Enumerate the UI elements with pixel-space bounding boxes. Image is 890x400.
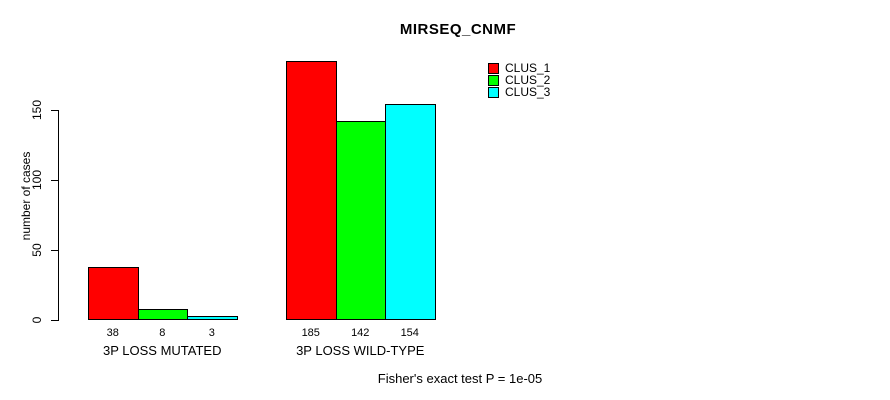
y-tick-label: 150 [30,99,44,121]
x-group-label: 3P LOSS MUTATED [103,343,222,358]
legend-label: CLUS_1 [505,61,551,75]
bar-clus_2-group2 [335,121,386,320]
footer-note: Fisher's exact test P = 1e-05 [377,371,543,386]
bar-clus_2-group1 [137,308,188,320]
chart-title: MIRSEQ_CNMF [399,21,517,38]
legend-swatch [488,74,499,86]
bar-clus_3-group1 [187,315,238,320]
bar-value-label: 185 [301,327,320,339]
legend-label: CLUS_2 [505,73,551,87]
bar-value-label: 142 [351,327,370,339]
legend-item-clus_3: CLUS_3 [488,86,550,98]
y-tick-label: 50 [30,243,44,257]
x-group-label: 3P LOSS WILD-TYPE [296,343,425,358]
bar-clus_1-group2 [286,61,337,320]
legend: CLUS_1 CLUS_2 CLUS_3 [488,62,550,98]
bar-clus_3-group2 [385,104,436,320]
y-tick-mark [51,110,58,111]
bar-value-label: 38 [106,327,119,339]
y-axis-line [58,110,59,321]
bar-value-label: 3 [208,327,215,339]
legend-swatch [488,86,499,98]
y-tick-mark [51,320,58,321]
y-tick-mark [51,180,58,181]
legend-item-clus_2: CLUS_2 [488,74,550,86]
bar-clus_1-group1 [88,266,139,320]
legend-label: CLUS_3 [505,85,551,99]
y-tick-mark [51,250,58,251]
bar-value-label: 8 [159,327,166,339]
y-tick-label: 100 [30,169,44,191]
legend-item-clus_1: CLUS_1 [488,62,550,74]
bar-value-label: 154 [400,327,419,339]
y-tick-label: 0 [30,316,44,324]
legend-swatch [488,62,499,74]
